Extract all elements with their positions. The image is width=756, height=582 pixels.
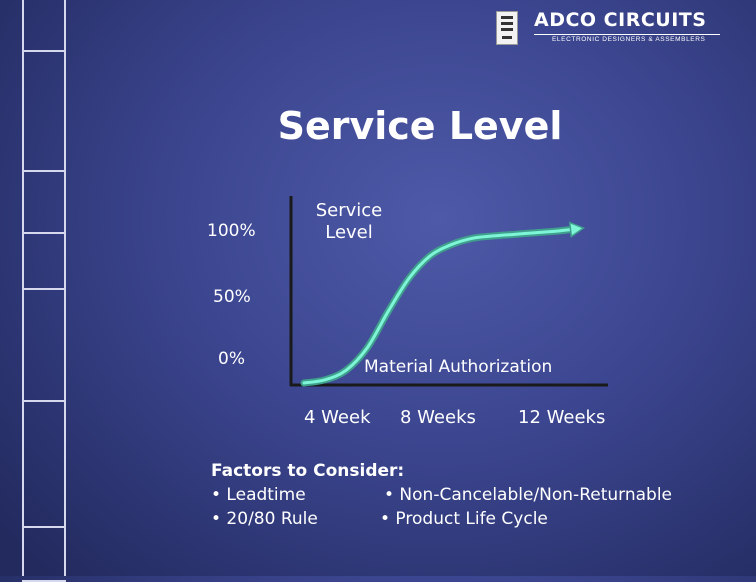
brand-name: ADCO CIRCUITS <box>534 9 707 31</box>
chart-title: Service Level <box>277 104 563 148</box>
grid-cell <box>22 170 66 234</box>
factors-heading: Factors to Consider: <box>211 461 405 481</box>
curve-arrowhead-icon <box>568 221 586 238</box>
y-tick-label: 0% <box>218 349 245 369</box>
brand-tagline: ELECTRONIC DESIGNERS & ASSEMBLERS <box>552 36 706 43</box>
logo-badge-icon <box>496 11 518 45</box>
factor-item: • Product Life Cycle <box>380 509 548 529</box>
grid-cell <box>22 0 66 52</box>
series-label: Service Level <box>315 200 383 243</box>
factor-item: • 20/80 Rule <box>211 509 318 529</box>
y-tick-label: 50% <box>213 287 251 307</box>
x-tick-label: 4 Week <box>304 407 371 428</box>
service-level-curve-outline <box>300 225 581 387</box>
factors-section: Factors to Consider: • Leadtime • Non-Ca… <box>211 459 672 529</box>
company-logo: ADCO CIRCUITS ELECTRONIC DESIGNERS & ASS… <box>496 9 746 47</box>
service-level-curve <box>302 227 579 385</box>
x-tick-label: 12 Weeks <box>518 407 606 428</box>
factor-item: • Non-Cancelable/Non-Returnable <box>384 485 672 505</box>
y-tick-label: 100% <box>207 221 256 241</box>
grid-cell <box>22 288 66 402</box>
logo-divider <box>534 34 720 35</box>
factor-item: • Leadtime <box>211 485 306 505</box>
x-axis-label: Material Authorization <box>364 357 553 377</box>
x-tick-label: 8 Weeks <box>400 407 476 428</box>
